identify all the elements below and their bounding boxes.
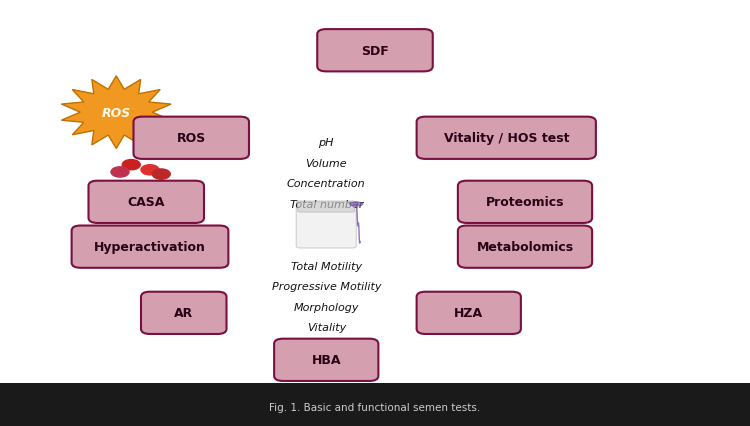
FancyBboxPatch shape	[417, 117, 596, 159]
Text: Concentration: Concentration	[287, 178, 365, 189]
Text: AR: AR	[174, 307, 194, 320]
Text: Vitality / HOS test: Vitality / HOS test	[443, 132, 569, 145]
FancyBboxPatch shape	[317, 30, 433, 72]
FancyBboxPatch shape	[458, 181, 592, 223]
Text: Morphology: Morphology	[293, 302, 359, 312]
Circle shape	[122, 160, 140, 170]
Text: Total number: Total number	[290, 199, 363, 209]
Text: Volume: Volume	[305, 158, 347, 168]
Polygon shape	[62, 77, 171, 149]
FancyBboxPatch shape	[88, 181, 204, 223]
Text: HBA: HBA	[311, 354, 341, 366]
Ellipse shape	[350, 202, 363, 207]
FancyBboxPatch shape	[274, 339, 378, 381]
FancyBboxPatch shape	[0, 383, 750, 426]
FancyBboxPatch shape	[458, 226, 592, 268]
Text: SDF: SDF	[362, 45, 388, 58]
FancyBboxPatch shape	[298, 202, 355, 213]
Text: Vitality: Vitality	[307, 322, 346, 333]
FancyBboxPatch shape	[134, 117, 249, 159]
Circle shape	[141, 165, 159, 176]
Text: Fig. 1. Basic and functional semen tests.: Fig. 1. Basic and functional semen tests…	[269, 402, 481, 412]
Text: pH: pH	[319, 138, 334, 148]
FancyBboxPatch shape	[296, 201, 356, 248]
FancyBboxPatch shape	[72, 226, 228, 268]
Text: HZA: HZA	[454, 307, 483, 320]
Circle shape	[111, 167, 129, 178]
Text: Progressive Motility: Progressive Motility	[272, 282, 381, 292]
Circle shape	[152, 170, 170, 180]
Text: ROS: ROS	[177, 132, 206, 145]
Text: Hyperactivation: Hyperactivation	[94, 241, 206, 253]
Text: Total Motility: Total Motility	[291, 261, 362, 271]
FancyBboxPatch shape	[141, 292, 226, 334]
Text: CASA: CASA	[128, 196, 165, 209]
FancyBboxPatch shape	[417, 292, 520, 334]
Text: ROS: ROS	[102, 106, 130, 119]
Text: Metabolomics: Metabolomics	[476, 241, 574, 253]
Text: Proteomics: Proteomics	[486, 196, 564, 209]
